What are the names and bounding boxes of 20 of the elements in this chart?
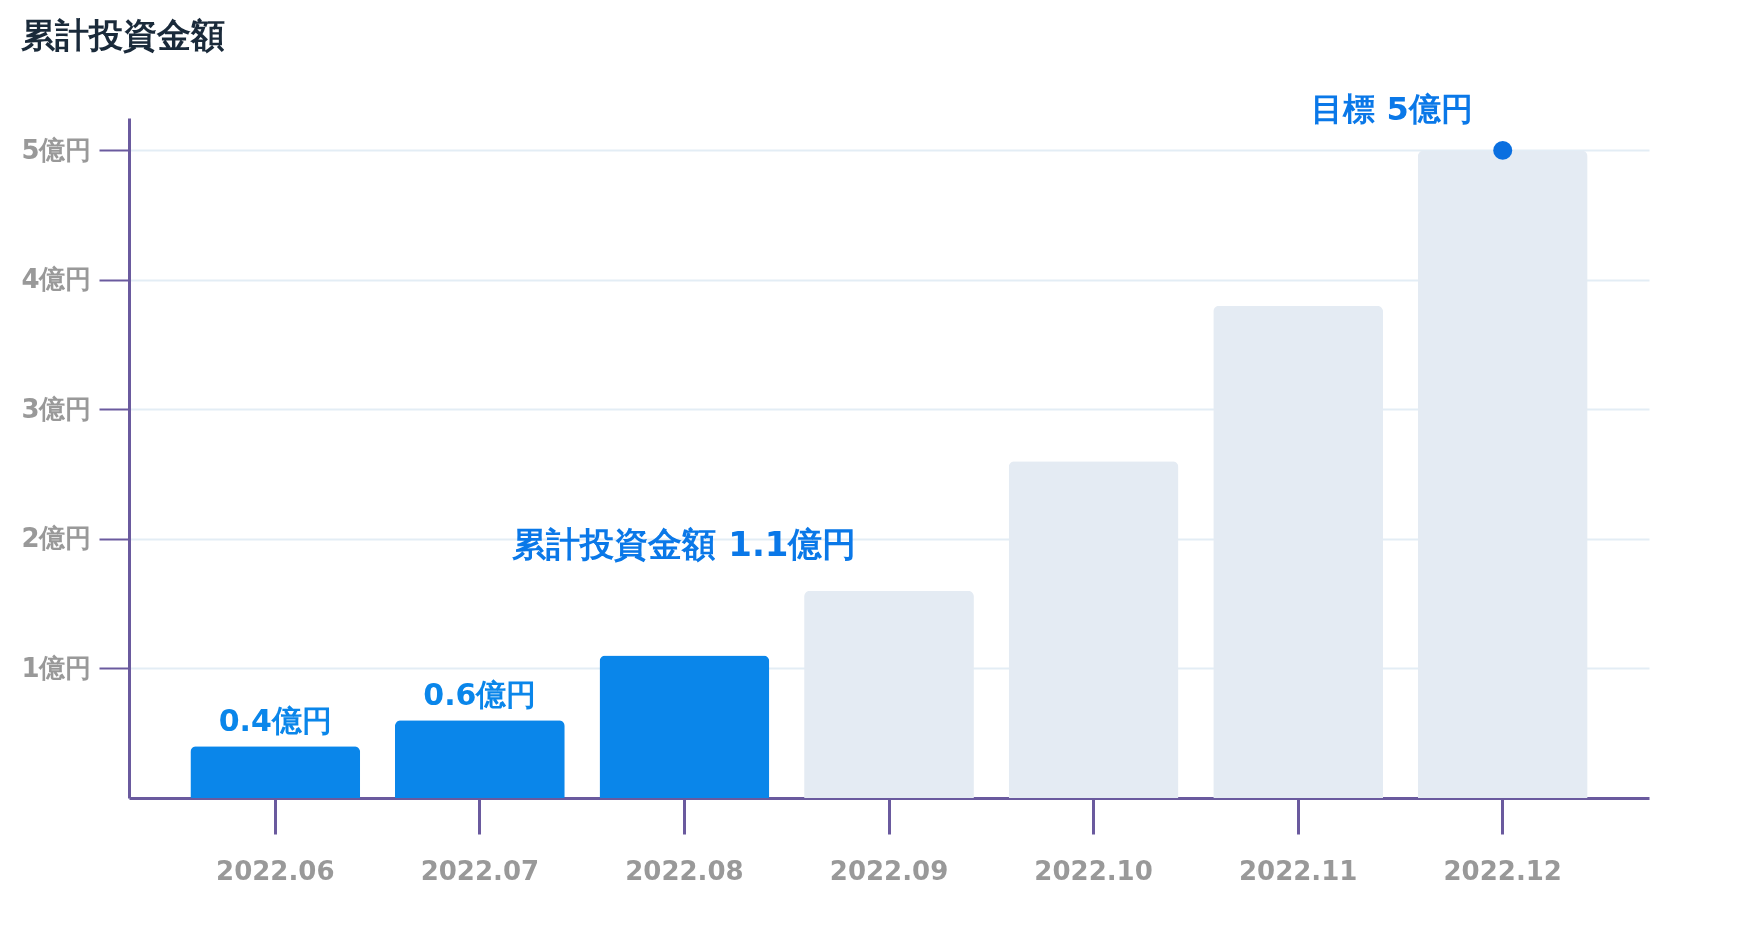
annotation: 目標 5億円 xyxy=(1311,90,1473,129)
x-tick-label: 2022.08 xyxy=(625,855,744,886)
y-tick-label: 4億円 xyxy=(21,264,92,295)
data-label: 0.6億円 xyxy=(423,677,537,713)
x-tick-label: 2022.10 xyxy=(1034,855,1153,886)
bar xyxy=(599,655,770,798)
chart-title: 累計投資金額 xyxy=(20,15,225,56)
data-label: 0.4億円 xyxy=(218,703,332,739)
x-tick-label: 2022.11 xyxy=(1238,855,1358,886)
x-tick-label: 2022.09 xyxy=(829,855,949,886)
x-tick-label: 2022.07 xyxy=(420,855,540,886)
annotation: 累計投資金額 1.1億円 xyxy=(512,523,857,564)
bar xyxy=(190,746,361,798)
bar xyxy=(394,720,565,798)
x-tick-label: 2022.06 xyxy=(216,855,335,886)
y-tick-label: 3億円 xyxy=(21,393,92,424)
y-tick-label: 5億円 xyxy=(21,134,92,165)
y-tick-label: 2億円 xyxy=(21,523,92,554)
x-tick-label: 2022.12 xyxy=(1443,855,1562,886)
y-tick-label: 1億円 xyxy=(21,652,92,683)
